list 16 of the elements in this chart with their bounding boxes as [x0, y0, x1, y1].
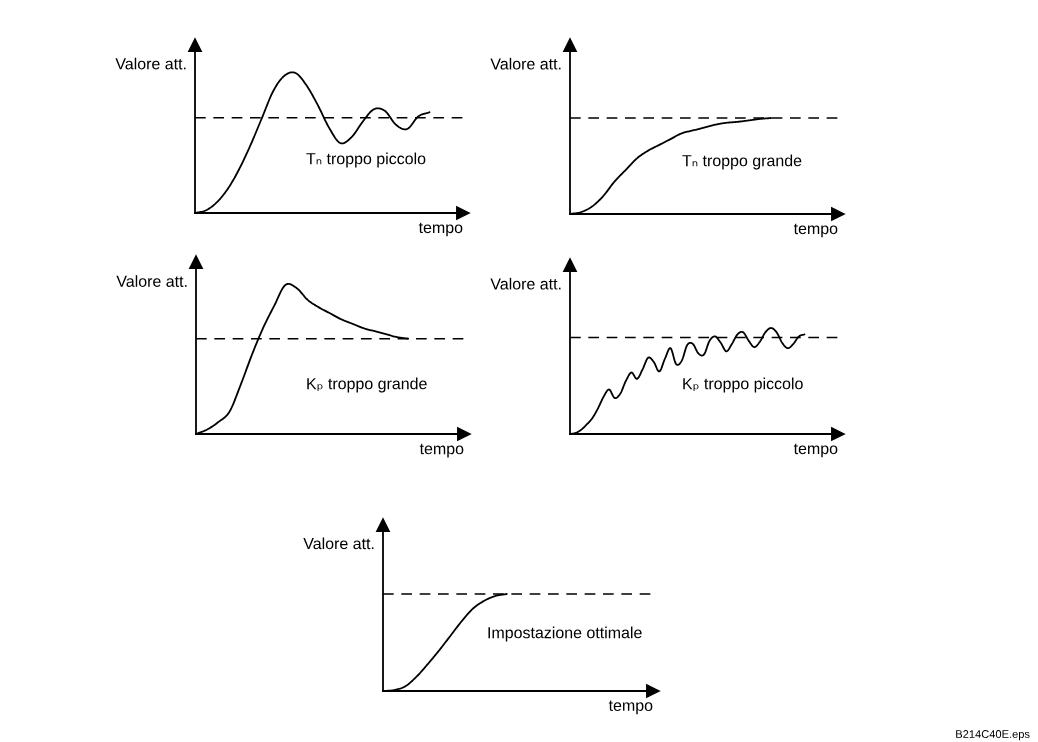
annotation: Kₚ troppo piccolo: [683, 377, 803, 393]
y-axis-title: Valore att.: [115, 57, 186, 70]
x-axis-title: tempo: [793, 223, 838, 238]
y-axis-title: Valore att.: [303, 537, 374, 550]
text: B214C40E.eps: [956, 730, 1030, 741]
annotation: Impostazione ottimale: [488, 626, 642, 642]
x-axis-title: tempo: [793, 443, 838, 458]
annotation: Kₚ troppo grande: [307, 377, 427, 393]
x-axis-title: tempo: [418, 222, 463, 237]
y-axis-title: Valore att.: [116, 275, 187, 287]
annotation: Tₙ troppo grande: [682, 154, 802, 170]
y-axis-title: Valore att.: [490, 57, 561, 70]
x-axis-title: tempo: [608, 700, 653, 715]
x-axis-title: tempo: [419, 443, 464, 458]
y-axis-title: Valore att.: [490, 277, 561, 290]
annotation: Tₙ troppo piccolo: [306, 152, 426, 168]
